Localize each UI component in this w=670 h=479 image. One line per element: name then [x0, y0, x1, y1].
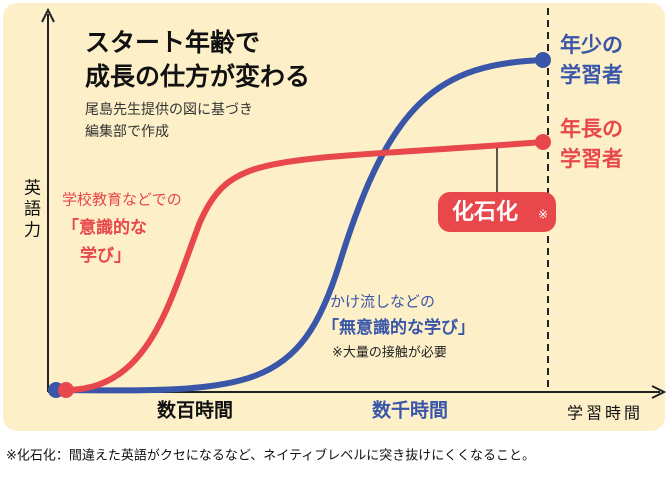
- young-description: 「無意識的な学び」: [322, 317, 475, 338]
- older-description: 学校教育などでの: [62, 191, 182, 209]
- older-description: 「意識的な: [62, 217, 147, 238]
- young-description: ※大量の接触が必要: [332, 345, 447, 361]
- x-axis-label: 学習時間: [567, 404, 643, 423]
- fossilization-mark: ※: [538, 208, 548, 222]
- x-mark-label: 数百時間: [157, 399, 233, 422]
- older-description: 学び」: [80, 245, 131, 266]
- young-description: かけ流しなどの: [330, 293, 435, 311]
- x-arrow: [651, 385, 667, 399]
- footnote: ※化石化：間違えた英語がクセになるなど、ネイティブレベルに突き抜けにくくなること…: [6, 448, 535, 464]
- x-mark-label: 数千時間: [372, 399, 448, 422]
- source-note: 編集部で作成: [85, 123, 169, 140]
- young-curve: [55, 57, 544, 394]
- title: スタート年齢で: [85, 28, 260, 57]
- background: [3, 3, 665, 431]
- y-arrow: [41, 7, 55, 23]
- title: 成長の仕方が変わる: [85, 62, 310, 91]
- source-note: 尾島先生提供の図に基づき: [85, 101, 253, 118]
- older-curve: [65, 139, 544, 393]
- fossilization-badge: [438, 192, 556, 232]
- older-label: 年長の: [560, 117, 623, 141]
- young-end: [535, 52, 551, 68]
- fossilization-label: 化石化: [452, 199, 518, 225]
- young-label: 年少の: [560, 33, 623, 57]
- young-label: 学習者: [560, 63, 623, 87]
- older-label: 学習者: [560, 147, 623, 171]
- y-axis-label: 英語力: [20, 178, 41, 241]
- older-start: [58, 382, 74, 398]
- older-end: [535, 134, 551, 150]
